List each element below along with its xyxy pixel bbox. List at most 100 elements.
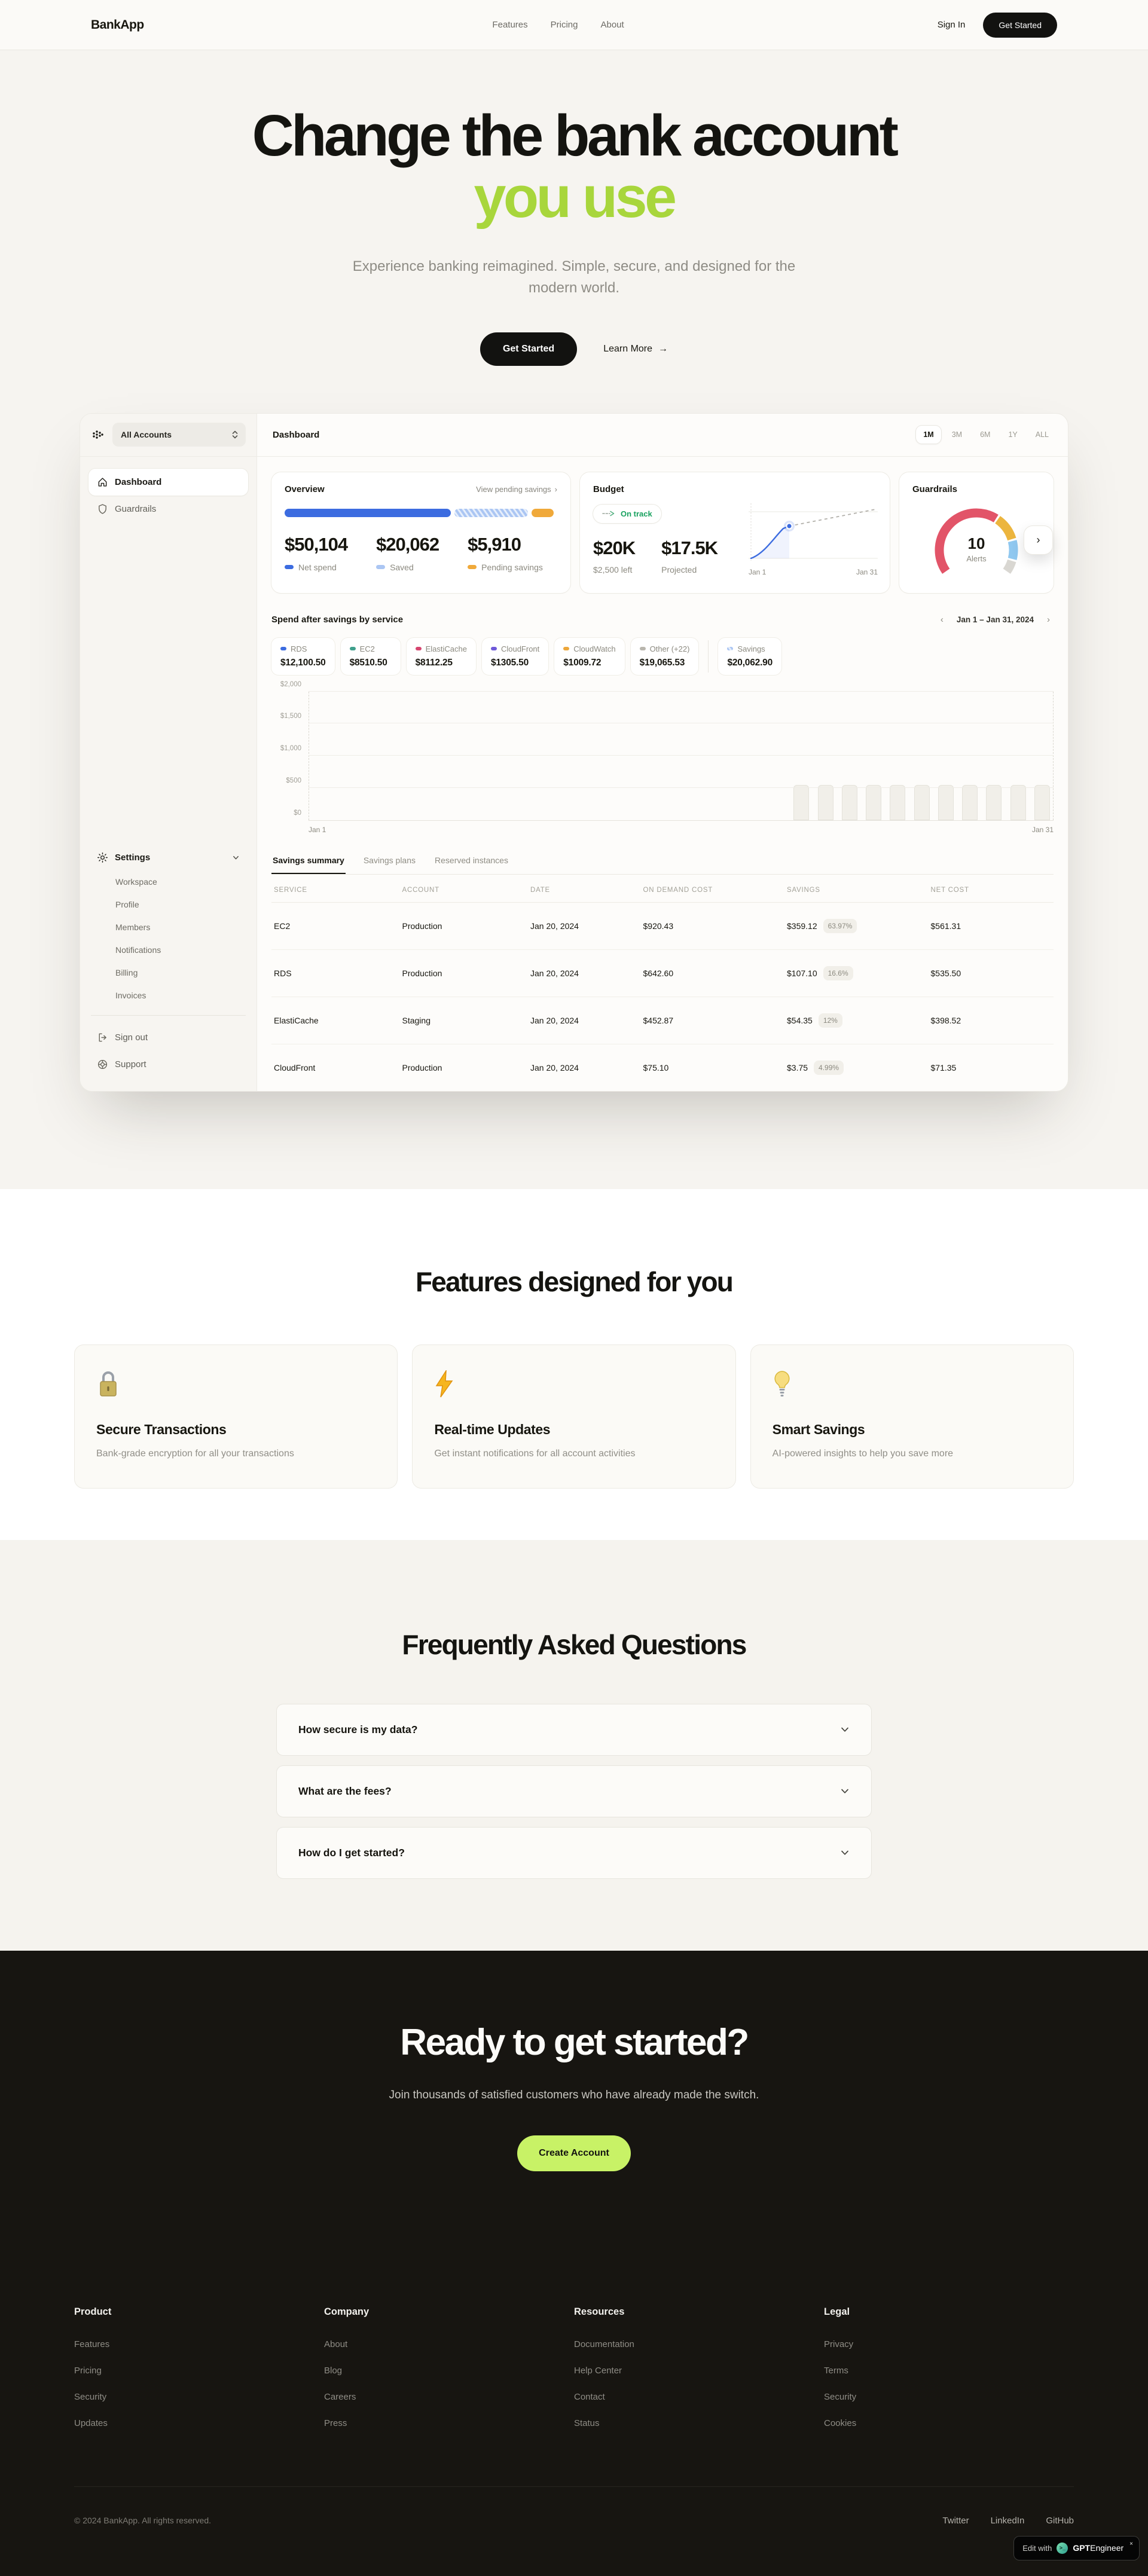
- progress-segment: [454, 508, 529, 517]
- account-switcher[interactable]: All Accounts: [112, 423, 246, 447]
- create-account-button[interactable]: Create Account: [517, 2135, 631, 2171]
- sidebar-item-guardrails[interactable]: Guardrails: [88, 496, 248, 522]
- table-tab[interactable]: Savings summary: [271, 855, 346, 874]
- stacked-bar[interactable]: [673, 813, 689, 820]
- progress-segment: [532, 508, 554, 517]
- stacked-bar[interactable]: [577, 813, 593, 820]
- hero-title: Change the bank account you use: [0, 105, 1148, 228]
- social-link-linkedin[interactable]: LinkedIn: [990, 2515, 1025, 2526]
- brand-logo[interactable]: BankApp: [91, 17, 144, 32]
- stacked-bar[interactable]: [529, 813, 544, 820]
- footer-link[interactable]: Updates: [74, 2418, 108, 2428]
- sidebar-settings-toggle[interactable]: Settings: [88, 845, 248, 870]
- sign-out-button[interactable]: Sign out: [88, 1024, 248, 1051]
- stacked-bar[interactable]: [746, 813, 761, 820]
- nav-link-pricing[interactable]: Pricing: [550, 20, 578, 30]
- legend-chip[interactable]: Other (+22) $19,065.53: [630, 637, 699, 675]
- table-tab[interactable]: Reserved instances: [433, 855, 509, 874]
- stacked-bar[interactable]: [312, 813, 328, 820]
- next-period-button[interactable]: ›: [1043, 612, 1054, 627]
- settings-submenu-item[interactable]: Notifications: [115, 945, 161, 955]
- settings-submenu-item[interactable]: Profile: [115, 899, 139, 909]
- gpt-engineer-badge[interactable]: Edit with >_ GPTEngineer ×: [1013, 2535, 1140, 2560]
- settings-submenu-item[interactable]: Invoices: [115, 990, 146, 1000]
- faq-item[interactable]: What are the fees?: [276, 1765, 872, 1817]
- header-actions: Sign In Get Started: [937, 12, 1057, 38]
- nav-link-about[interactable]: About: [600, 20, 624, 30]
- footer-link[interactable]: Careers: [324, 2391, 356, 2402]
- footer-link[interactable]: Cookies: [824, 2418, 857, 2428]
- legend-chip[interactable]: EC2 $8510.50: [340, 637, 401, 675]
- stacked-bar[interactable]: [601, 813, 616, 820]
- stacked-bar[interactable]: [457, 813, 472, 820]
- stat-value: $5,910: [468, 533, 521, 555]
- range-button[interactable]: ALL: [1028, 426, 1056, 444]
- footer-link[interactable]: Documentation: [574, 2339, 634, 2349]
- range-button[interactable]: 3M: [945, 426, 969, 444]
- table-row[interactable]: EC2 Production Jan 20, 2024 $920.43 $359…: [271, 903, 1054, 950]
- stacked-bar[interactable]: [481, 813, 496, 820]
- legend-chip[interactable]: ElastiCache $8112.25: [406, 637, 476, 675]
- stacked-bar[interactable]: [697, 813, 713, 820]
- table-row[interactable]: RDS Production Jan 20, 2024 $642.60 $107…: [271, 950, 1054, 997]
- footer-link[interactable]: Contact: [574, 2391, 605, 2402]
- legend-chip[interactable]: Savings $20,062.90: [718, 637, 782, 675]
- footer-link[interactable]: Security: [824, 2391, 857, 2402]
- cards-next-button[interactable]: ›: [1024, 525, 1052, 554]
- range-button[interactable]: 1M: [916, 426, 941, 444]
- settings-submenu-item[interactable]: Billing: [115, 967, 138, 977]
- range-button[interactable]: 6M: [973, 426, 997, 444]
- footer-link[interactable]: Press: [324, 2418, 347, 2428]
- sign-in-link[interactable]: Sign In: [937, 20, 966, 30]
- badge-close-icon[interactable]: ×: [1129, 2540, 1133, 2547]
- footer-link[interactable]: Blog: [324, 2365, 343, 2376]
- legend-chip[interactable]: RDS $12,100.50: [271, 637, 335, 675]
- table-tab[interactable]: Savings plans: [362, 855, 417, 874]
- stacked-bar[interactable]: [384, 813, 400, 820]
- prev-period-button[interactable]: ‹: [937, 612, 947, 627]
- stacked-bar[interactable]: [649, 813, 665, 820]
- placeholder-bar: [793, 784, 810, 820]
- footer-link[interactable]: Help Center: [574, 2365, 622, 2376]
- range-button[interactable]: 1Y: [1001, 426, 1024, 444]
- faq-item[interactable]: How secure is my data?: [276, 1703, 872, 1756]
- legend-chip[interactable]: CloudWatch $1009.72: [554, 637, 625, 675]
- overview-card: Overview View pending savings › $50,104 …: [271, 472, 570, 593]
- faq-item[interactable]: How do I get started?: [276, 1826, 872, 1879]
- stacked-bar[interactable]: [625, 813, 640, 820]
- footer-link[interactable]: About: [324, 2339, 348, 2349]
- legend-chip[interactable]: CloudFront $1305.50: [481, 637, 549, 675]
- support-button[interactable]: Support: [88, 1051, 248, 1078]
- nav-link-features[interactable]: Features: [492, 20, 528, 30]
- stacked-bar[interactable]: [553, 813, 569, 820]
- social-link-github[interactable]: GitHub: [1046, 2515, 1074, 2526]
- cell-service: CloudFront: [274, 1062, 316, 1072]
- hero-get-started-button[interactable]: Get Started: [480, 332, 578, 366]
- get-started-button[interactable]: Get Started: [983, 12, 1057, 38]
- learn-more-button[interactable]: Learn More →: [603, 344, 668, 355]
- footer-link-item: Privacy: [824, 2339, 1074, 2350]
- budget-amount-label: $2,500 left: [593, 564, 633, 575]
- footer-link[interactable]: Status: [574, 2418, 600, 2428]
- settings-submenu-item[interactable]: Workspace: [115, 876, 157, 887]
- stacked-bar[interactable]: [408, 813, 424, 820]
- stacked-bar[interactable]: [432, 813, 448, 820]
- stacked-bar[interactable]: [336, 813, 352, 820]
- footer-link[interactable]: Features: [74, 2339, 110, 2349]
- sidebar-item-dashboard[interactable]: Dashboard: [88, 468, 248, 496]
- table-row[interactable]: CloudFront Production Jan 20, 2024 $75.1…: [271, 1044, 1054, 1091]
- stacked-bar[interactable]: [361, 813, 376, 820]
- stacked-bar[interactable]: [505, 813, 520, 820]
- footer-link[interactable]: Pricing: [74, 2365, 102, 2376]
- spend-chart-plot: $0 $500 $1,000 $1,500 $2,000: [280, 681, 1054, 821]
- footer-link[interactable]: Privacy: [824, 2339, 854, 2349]
- footer-link[interactable]: Security: [74, 2391, 107, 2402]
- view-pending-savings-link[interactable]: View pending savings ›: [476, 485, 557, 494]
- stacked-bar[interactable]: [722, 813, 737, 820]
- settings-submenu-item[interactable]: Members: [115, 922, 151, 932]
- stat-label: Pending savings: [481, 562, 543, 572]
- footer-link[interactable]: Terms: [824, 2365, 848, 2376]
- stacked-bar[interactable]: [770, 813, 785, 820]
- social-link-twitter[interactable]: Twitter: [942, 2515, 969, 2526]
- table-row[interactable]: ElastiCache Staging Jan 20, 2024 $452.87…: [271, 997, 1054, 1044]
